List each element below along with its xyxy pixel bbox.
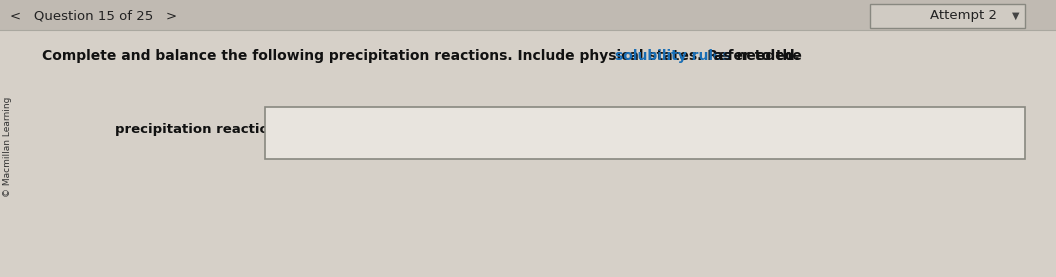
Text: solubility rules: solubility rules xyxy=(616,49,731,63)
Text: <   Question 15 of 25   >: < Question 15 of 25 > xyxy=(10,9,177,22)
Text: Complete and balance the following precipitation reactions. Include physical sta: Complete and balance the following preci… xyxy=(42,49,807,63)
Text: precipitation reaction:: precipitation reaction: xyxy=(115,122,283,135)
Text: © Macmillan Learning: © Macmillan Learning xyxy=(3,97,13,197)
Bar xyxy=(0,0,1056,30)
Bar xyxy=(265,107,1025,159)
Text: ▼: ▼ xyxy=(1012,11,1019,21)
Text: as needed.: as needed. xyxy=(709,49,799,63)
Text: Attempt 2: Attempt 2 xyxy=(930,9,997,22)
Bar xyxy=(870,4,1025,28)
